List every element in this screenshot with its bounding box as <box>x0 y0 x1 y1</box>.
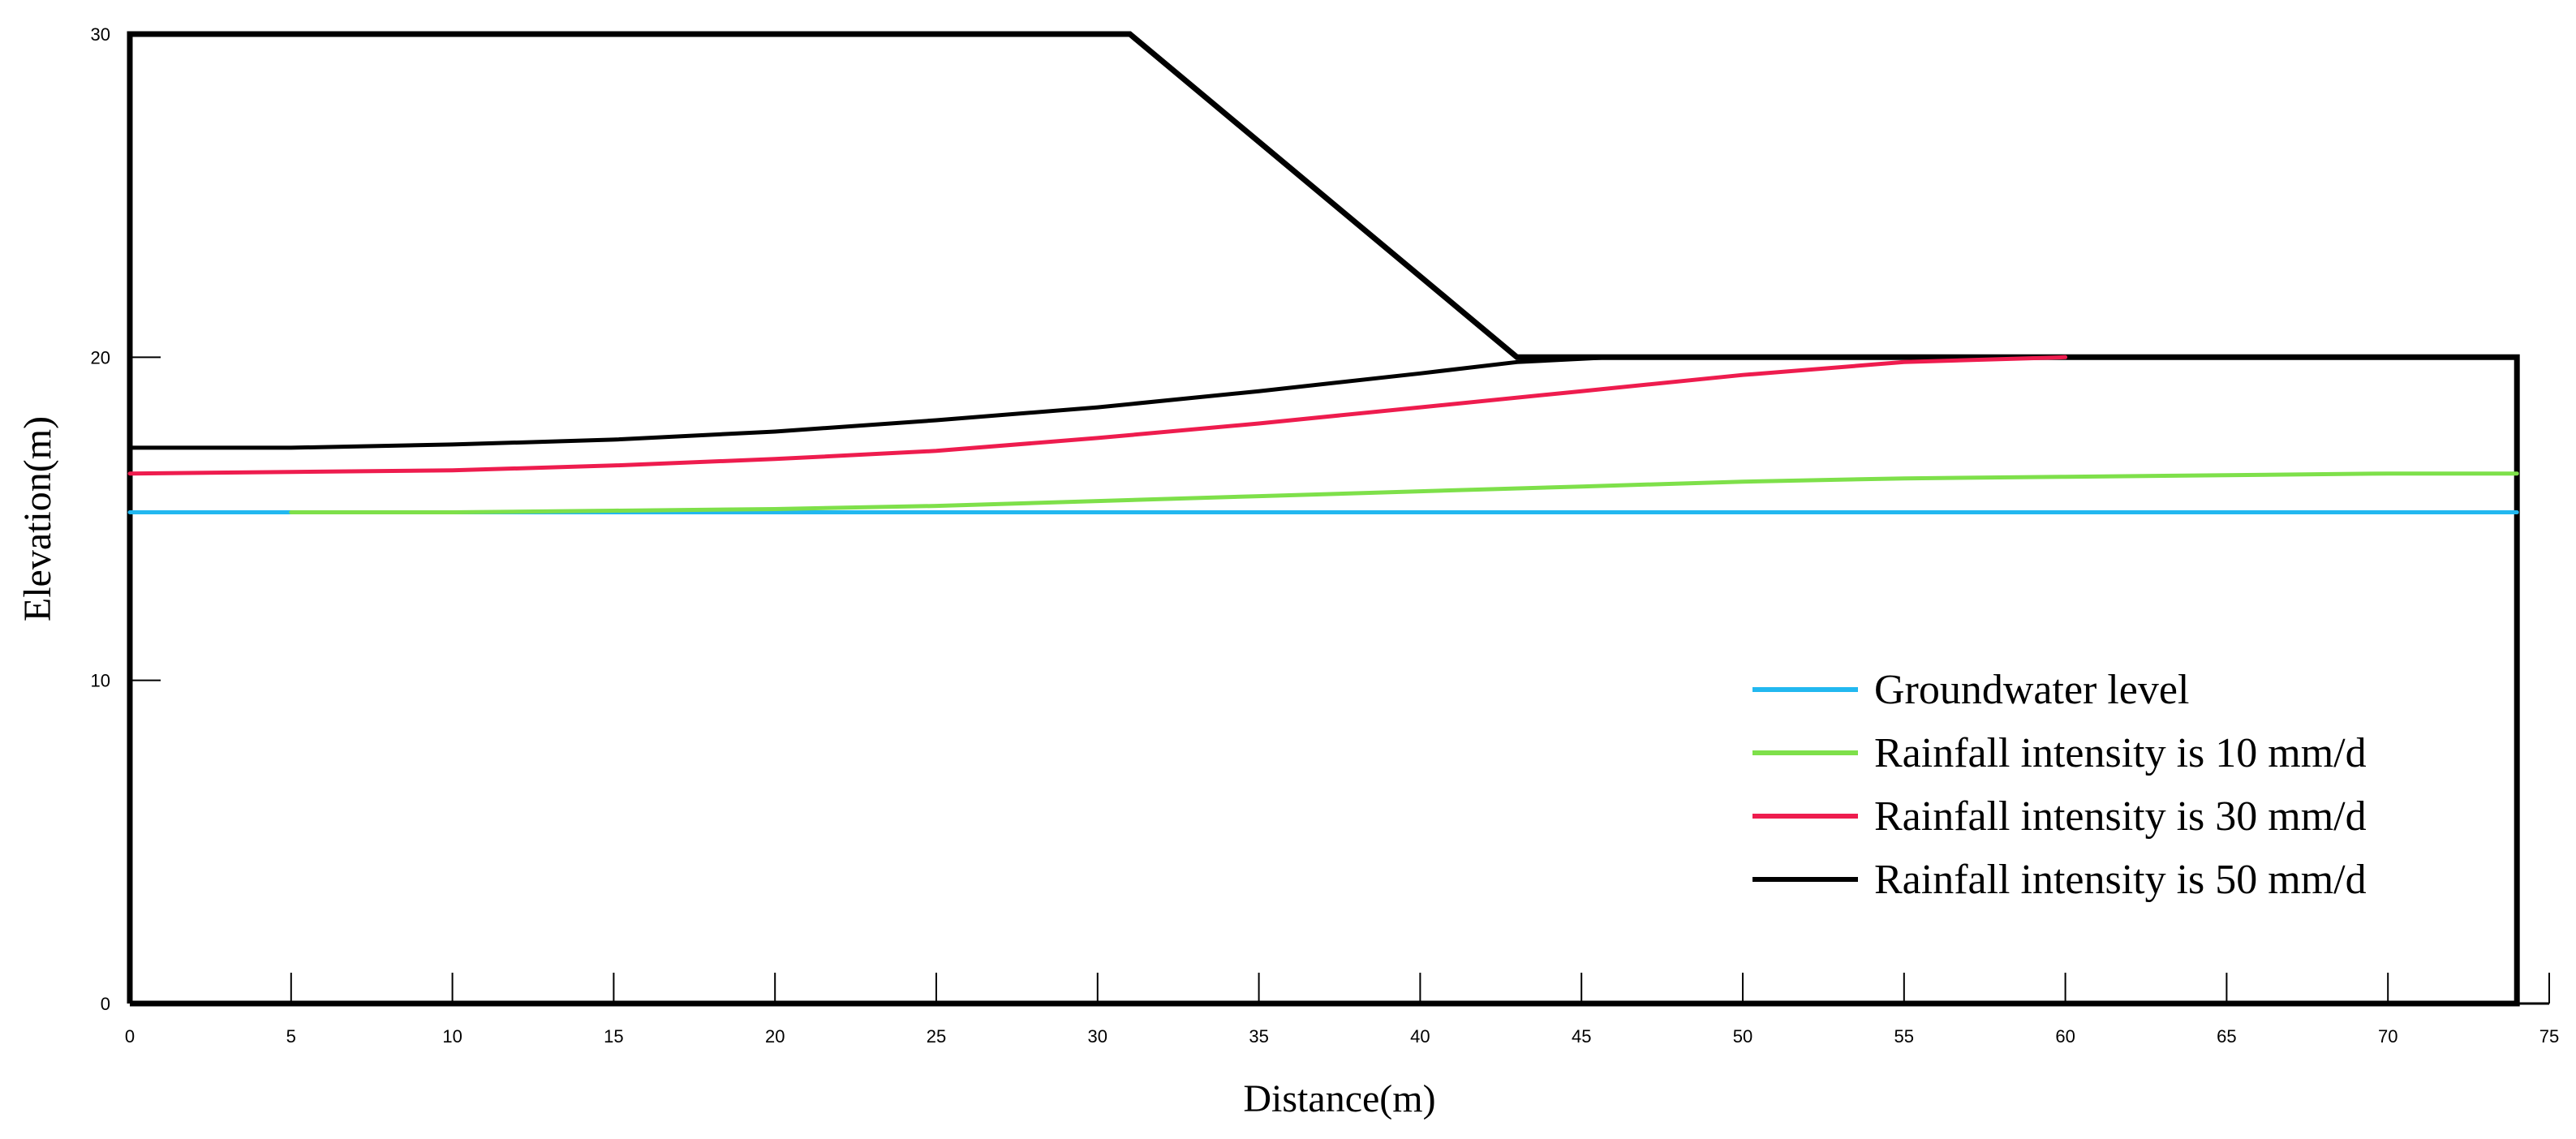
x-tick-label: 40 <box>1410 1026 1430 1047</box>
y-tick-label: 0 <box>101 994 110 1014</box>
slope-outline <box>127 31 2520 1007</box>
y-tick-label: 10 <box>91 671 110 691</box>
legend: Groundwater level Rainfall intensity is 1… <box>1752 667 2367 903</box>
x-tick-label: 65 <box>2217 1026 2236 1047</box>
series-group <box>127 355 2519 514</box>
x-tick-label: 20 <box>765 1026 785 1047</box>
y-tick-label: 20 <box>91 347 110 367</box>
y-axis-title: Elevation(m) <box>16 416 59 621</box>
legend-label: Rainfall intensity is 50 mm/d <box>1874 857 2367 903</box>
legend-label: Rainfall intensity is 10 mm/d <box>1874 730 2367 776</box>
series-line-1 <box>289 471 2519 514</box>
x-tick-label: 75 <box>2539 1026 2559 1047</box>
series-line-3 <box>127 355 1616 450</box>
x-tick-label: 5 <box>286 1026 296 1047</box>
legend-label: Groundwater level <box>1874 667 2189 713</box>
x-tick-label: 15 <box>604 1026 623 1047</box>
x-tick-label: 55 <box>1894 1026 1914 1047</box>
legend-label: Rainfall intensity is 30 mm/d <box>1874 793 2367 840</box>
series-line-2 <box>127 355 2068 476</box>
x-tick-label: 25 <box>927 1026 946 1047</box>
x-tick-label: 70 <box>2378 1026 2398 1047</box>
x-tick-label: 50 <box>1733 1026 1752 1047</box>
x-tick-label: 10 <box>442 1026 462 1047</box>
x-tick-label: 45 <box>1572 1026 1591 1047</box>
y-tick-label: 30 <box>91 24 110 45</box>
x-tick-label: 35 <box>1249 1026 1268 1047</box>
x-axis-title: Distance(m) <box>1243 1077 1435 1120</box>
x-tick-label: 0 <box>125 1026 135 1047</box>
slope-geometry <box>127 31 2520 1007</box>
x-tick-label: 30 <box>1088 1026 1107 1047</box>
x-tick-label: 60 <box>2055 1026 2075 1047</box>
